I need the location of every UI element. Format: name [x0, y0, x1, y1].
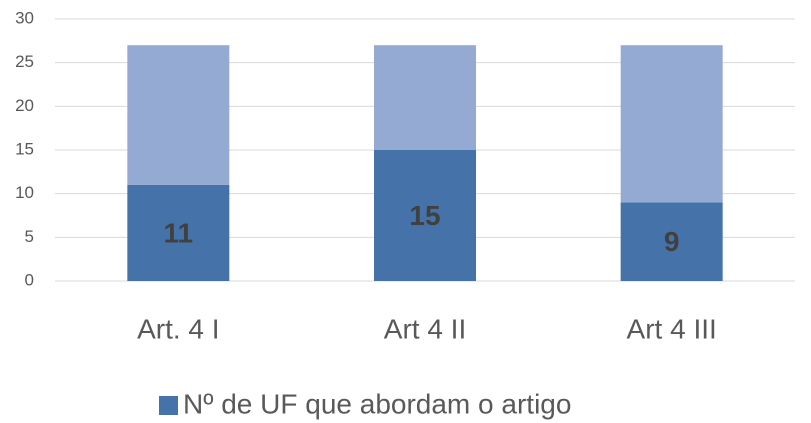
y-tick-label: 15 [15, 139, 34, 158]
bar-segment [374, 45, 476, 151]
data-label: 15 [409, 200, 440, 231]
x-tick-label: Art. 4 I [137, 313, 219, 344]
y-tick-label: 25 [15, 52, 34, 71]
legend-swatch [159, 396, 178, 415]
bar-segment [620, 45, 723, 203]
x-tick-label: Art 4 II [384, 313, 466, 344]
x-tick-label: Art 4 III [627, 313, 717, 344]
data-label: 9 [664, 226, 680, 257]
y-tick-label: 5 [25, 227, 34, 246]
bar-segment [620, 202, 723, 281]
y-tick-label: 20 [15, 96, 34, 115]
y-tick-label: 30 [15, 8, 34, 27]
bar-segment [374, 150, 476, 281]
y-tick-label: 0 [25, 270, 34, 289]
bar-segment [127, 45, 230, 185]
y-tick-label: 10 [15, 183, 34, 202]
data-label: 11 [164, 217, 194, 248]
bar-segment [127, 184, 230, 281]
legend-label: Nº de UF que abordam o artigo [183, 388, 571, 419]
